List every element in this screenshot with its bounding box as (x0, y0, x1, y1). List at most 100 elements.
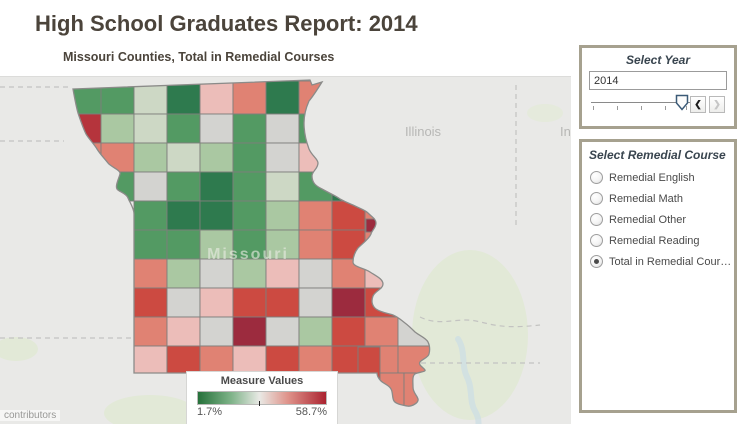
county[interactable] (232, 258, 267, 289)
state-border-dashes (419, 316, 541, 328)
county[interactable] (68, 80, 102, 115)
county[interactable] (298, 316, 333, 347)
county[interactable] (357, 346, 381, 407)
county[interactable] (298, 258, 333, 289)
county[interactable] (331, 229, 366, 260)
radio-option-remedial-math[interactable]: Remedial Math (588, 188, 728, 209)
county[interactable] (364, 258, 399, 289)
county[interactable] (133, 345, 168, 374)
county[interactable] (100, 80, 135, 115)
county[interactable] (232, 113, 267, 144)
county[interactable] (133, 316, 168, 347)
county[interactable] (199, 113, 234, 144)
county[interactable] (166, 113, 201, 144)
county[interactable] (265, 142, 300, 173)
radio-option-total-in-remedial[interactable]: Total in Remedial Cour… (588, 251, 731, 272)
county[interactable] (265, 171, 300, 202)
county[interactable] (199, 171, 234, 202)
county[interactable] (166, 316, 201, 347)
county[interactable] (232, 316, 267, 347)
radio-option-remedial-other[interactable]: Remedial Other (588, 209, 728, 230)
year-slider-track[interactable] (591, 102, 695, 103)
county[interactable] (331, 287, 366, 318)
county[interactable] (331, 316, 366, 347)
county[interactable] (232, 200, 267, 231)
county[interactable] (199, 316, 234, 347)
page-subtitle: Missouri Counties, Total in Remedial Cou… (63, 50, 335, 64)
county[interactable] (232, 171, 267, 202)
course-panel-title: Select Remedial Course (589, 148, 726, 162)
county[interactable] (100, 171, 135, 202)
county[interactable] (265, 80, 300, 115)
legend-gradient (197, 391, 327, 406)
county[interactable] (331, 258, 366, 289)
county[interactable] (166, 258, 201, 289)
county[interactable] (364, 316, 399, 347)
county[interactable] (100, 113, 135, 144)
county[interactable] (265, 287, 300, 318)
radio-icon (590, 192, 603, 205)
county[interactable] (365, 218, 377, 233)
radio-option-remedial-english[interactable]: Remedial English (588, 167, 728, 188)
county[interactable] (133, 200, 168, 231)
county[interactable] (133, 171, 168, 202)
county[interactable] (166, 171, 201, 202)
county[interactable] (265, 113, 300, 144)
county[interactable] (298, 80, 333, 115)
county[interactable] (232, 345, 267, 374)
county[interactable] (232, 287, 267, 318)
next-year-button[interactable]: ❯ (709, 96, 725, 113)
county[interactable] (298, 171, 333, 202)
county[interactable] (133, 258, 168, 289)
county-shapes[interactable] (68, 80, 431, 407)
county[interactable] (379, 372, 405, 407)
year-slider-thumb[interactable] (675, 94, 689, 111)
county[interactable] (265, 345, 300, 374)
county[interactable] (298, 229, 333, 260)
county[interactable] (331, 113, 366, 144)
year-panel-title: Select Year (625, 53, 691, 67)
forest-patch (527, 104, 563, 122)
choropleth-map[interactable]: Illinois In Missouri Measure Values 1.7%… (0, 76, 571, 424)
county[interactable] (166, 80, 201, 115)
prev-year-button[interactable]: ❮ (690, 96, 706, 113)
county[interactable] (265, 258, 300, 289)
county[interactable] (199, 345, 234, 374)
county[interactable] (364, 229, 399, 260)
radio-icon (590, 255, 603, 268)
county[interactable] (298, 287, 333, 318)
county[interactable] (100, 142, 135, 173)
slider-tick (686, 106, 687, 110)
county[interactable] (166, 287, 201, 318)
county[interactable] (68, 113, 102, 144)
county[interactable] (166, 229, 201, 260)
county[interactable] (331, 80, 366, 115)
forest-patch (0, 337, 38, 361)
county[interactable] (199, 142, 234, 173)
county[interactable] (133, 229, 168, 260)
county[interactable] (166, 142, 201, 173)
select-year-panel: Select Year ❮ ❯ (579, 45, 737, 129)
county[interactable] (265, 200, 300, 231)
county[interactable] (166, 345, 201, 374)
county[interactable] (232, 80, 267, 115)
county[interactable] (364, 287, 399, 318)
county[interactable] (199, 287, 234, 318)
color-legend: Measure Values 1.7% 58.7% (186, 371, 338, 424)
county[interactable] (199, 200, 234, 231)
county[interactable] (331, 200, 366, 231)
county[interactable] (265, 316, 300, 347)
county[interactable] (331, 142, 366, 173)
county[interactable] (298, 200, 333, 231)
county[interactable] (232, 142, 267, 173)
county[interactable] (166, 200, 201, 231)
county[interactable] (133, 113, 168, 144)
county[interactable] (133, 287, 168, 318)
year-input[interactable] (589, 71, 727, 90)
county[interactable] (298, 345, 333, 374)
county[interactable] (133, 142, 168, 173)
county[interactable] (199, 258, 234, 289)
water-patch (455, 336, 482, 424)
county[interactable] (199, 80, 234, 115)
radio-option-remedial-reading[interactable]: Remedial Reading (588, 230, 728, 251)
